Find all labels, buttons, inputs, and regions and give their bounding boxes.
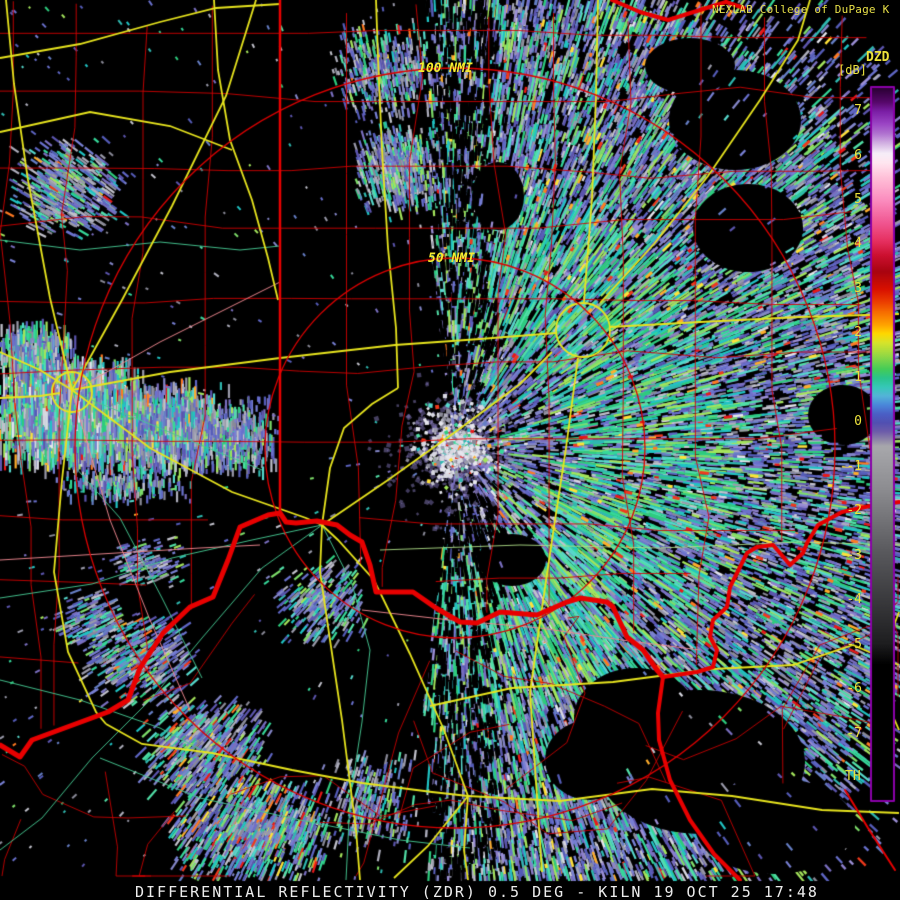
watermark-brand: NEXLAB College of DuPage K (712, 3, 890, 16)
range-ring-label-100nmi: 100 NMI (418, 61, 473, 76)
colorbar-tick-label: -4 (846, 592, 862, 607)
colorbar-tick-label: -5 (846, 637, 862, 652)
colorbar-tick-label: -3 (846, 548, 862, 563)
colorbar-threshold-label: TH (845, 769, 861, 784)
colorbar-tick-label: 4 (854, 236, 862, 251)
colorbar-tick-label: 7 (854, 103, 862, 118)
colorbar-tick-label: -6 (846, 681, 862, 696)
status-bar-text: DIFFERENTIAL REFLECTIVITY (ZDR) 0.5 DEG … (135, 883, 819, 900)
colorbar-tick-label: 6 (854, 148, 862, 163)
colorbar-tick-label: 5 (854, 192, 862, 207)
colorbar-tick-label: 2 (854, 325, 862, 340)
colorbar-tick-label: 3 (854, 281, 862, 296)
colorbar-tick-label: -2 (846, 503, 862, 518)
colorbar-tick-label: 1 (854, 370, 862, 385)
colorbar-units: [dB] (838, 63, 867, 77)
colorbar-tick-label: 0 (854, 414, 862, 429)
colorbar-tick-label: -1 (846, 459, 862, 474)
colorbar-title: DZD (866, 50, 890, 65)
colorbar-tick-label: -7 (846, 726, 862, 741)
range-ring-label-50nmi: 50 NMI (428, 251, 475, 266)
